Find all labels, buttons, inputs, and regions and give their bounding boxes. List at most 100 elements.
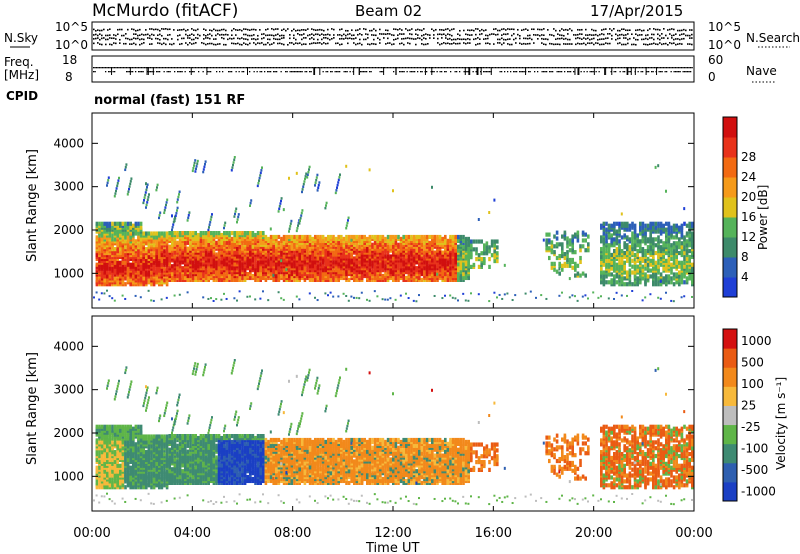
noise-point [487,34,489,37]
noise-point [567,29,569,31]
power-cell [103,235,106,240]
noise-point [381,33,383,35]
freq-point [244,67,246,69]
power-cell [204,231,208,236]
freq-point [363,67,365,69]
power-cell [207,252,210,257]
noise-point [383,37,385,39]
noise-point [535,34,537,36]
power-cell [298,234,301,240]
power-cell [117,179,120,182]
power-cell [118,176,120,180]
freq-point [292,67,294,69]
power-cell [405,254,408,259]
power-cell [128,185,131,188]
noise-point [399,42,401,45]
freq-point [561,67,563,69]
noise-point [95,37,97,40]
noise-point [313,28,315,31]
power-cell [449,266,452,271]
power-cell [220,232,223,238]
noise-point [643,29,645,32]
noise-point [473,29,475,32]
power-cell [238,260,242,265]
power-cell [176,231,179,236]
noise-point [513,28,515,31]
freq-point [652,67,654,69]
power-cell [272,273,275,277]
power-cell [368,262,372,267]
power-cell [210,215,213,219]
power-cell [347,258,351,263]
noise-point [423,34,425,36]
nave-right-tick-top: 60 [708,53,723,67]
noise-point [579,29,581,31]
noise-point [439,43,441,46]
noise-point [481,28,483,31]
nave-point [322,71,324,73]
power-cell [267,299,270,302]
nave-point [433,71,435,73]
freq-point [187,67,189,69]
noise-point [107,34,109,37]
noise-point [339,43,341,46]
nave-point [304,71,306,73]
power-cell [217,252,221,257]
freq-point [423,67,425,69]
power-cell [384,236,387,242]
power-cell [238,275,242,281]
nave-point [439,71,441,73]
nave-point [411,71,413,73]
power-cell [316,234,320,240]
nave-point [615,71,617,73]
noise-point [591,42,593,44]
freq-point [442,67,444,69]
freq-point [384,67,386,69]
freq-point [228,67,230,69]
noise-point [267,38,269,41]
noise-point [601,29,603,31]
noise-point [471,34,473,36]
power-cell [191,231,195,236]
power-cell [256,184,259,188]
freq-point [447,67,449,69]
freq-point [511,67,513,69]
noise-point [641,29,643,32]
noise-point [629,37,631,40]
noise-point [543,43,545,46]
freq-point [141,67,143,69]
power-cell [318,181,321,184]
station-title: McMurdo (fitACF) [92,1,238,21]
freq-point [508,67,510,69]
power-cell [267,258,270,263]
power-cell [160,272,164,277]
noise-point [619,29,621,32]
nave-point [139,71,141,73]
noise-point [163,42,165,45]
power-cell [319,262,322,267]
power-cell [163,231,166,236]
noise-point [253,28,255,31]
power-cell [236,218,239,221]
noise-point [661,37,663,39]
noise-point [407,37,409,39]
freq-point [273,67,275,69]
noise-point [199,34,201,37]
noise-point [257,38,259,40]
power-cell [160,298,163,301]
freq-point [331,67,333,69]
noise-point [237,37,239,40]
power-cell [106,250,109,256]
noise-point [215,43,217,46]
freq-point [603,67,605,69]
freq-point [454,67,456,69]
nave-point [343,71,345,73]
noise-point [627,42,629,45]
power-cell [355,234,359,240]
noise-point [273,42,275,44]
noise-point [553,34,555,37]
noise-point [129,43,131,45]
noise-point [167,34,169,36]
freq-point [499,67,501,69]
noise-point [191,33,193,36]
